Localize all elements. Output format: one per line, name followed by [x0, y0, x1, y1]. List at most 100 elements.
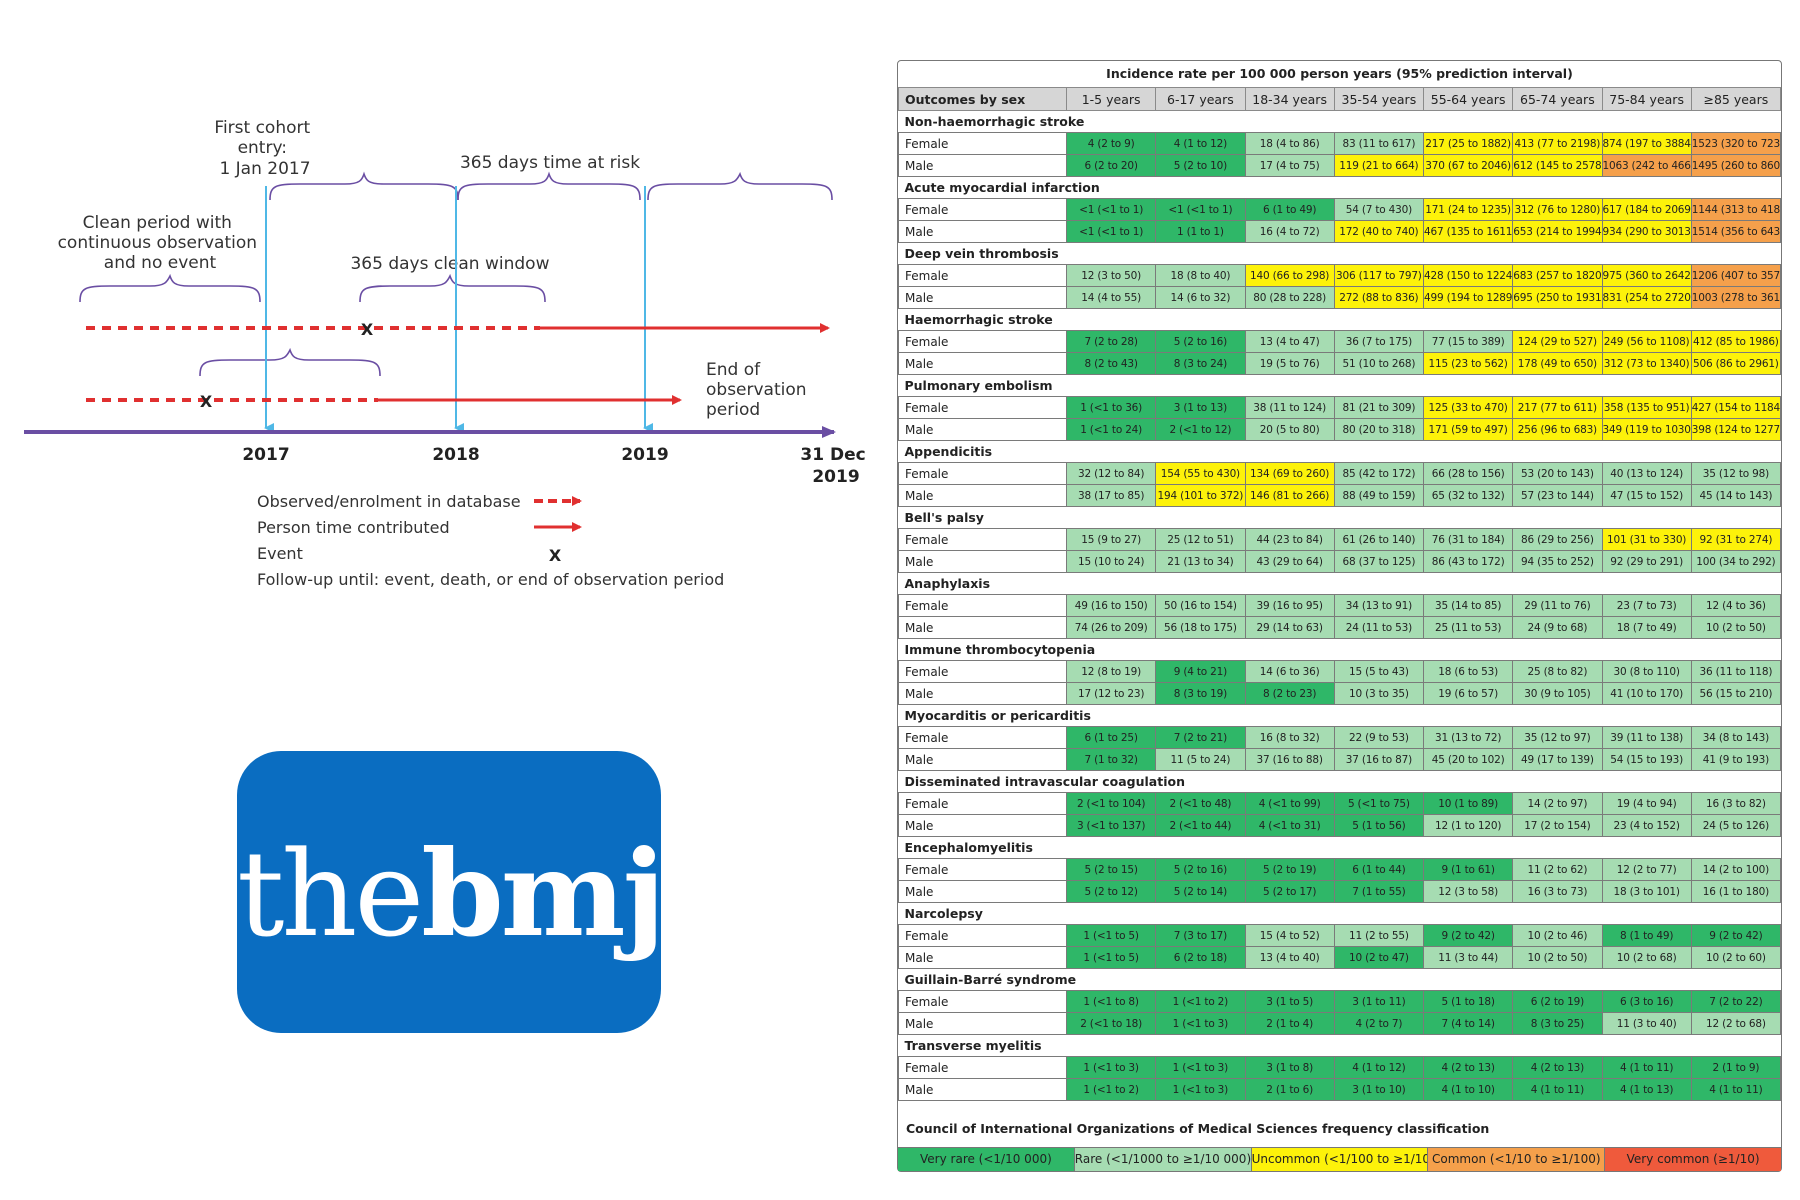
incidence-cell: 88 (49 to 159): [1333, 484, 1425, 507]
sex-label: Male: [898, 352, 1067, 375]
incidence-cell: 8 (1 to 49): [1601, 924, 1692, 947]
table-row: Male 17 (12 to 23) 8 (3 to 19) 8 (2 to 23) 1…: [898, 682, 1782, 705]
incidence-cell: 831 (254 to 2720): [1601, 286, 1692, 309]
table-row: Male 5 (2 to 12) 5 (2 to 14) 5 (2 to 17) 7 (…: [898, 880, 1782, 903]
incidence-table: Outcomes by sex 1-5 years 6-17 years 18-34 …: [898, 87, 1782, 1101]
incidence-cell: 119 (21 to 664): [1333, 154, 1425, 177]
bmj-logo-text: thebmj: [237, 829, 665, 960]
study-design-diagram: First cohort entry: 1 Jan 2017 365 days …: [24, 118, 866, 589]
incidence-cell: 74 (26 to 209): [1065, 616, 1157, 639]
table-row: Male 74 (26 to 209) 56 (18 to 175) 29 (14 t…: [898, 616, 1782, 639]
incidence-cell: 15 (4 to 52): [1244, 924, 1335, 947]
incidence-cell: 29 (11 to 76): [1512, 594, 1603, 617]
incidence-cell: 66 (28 to 156): [1422, 462, 1514, 485]
table-row: Male 1 (<1 to 2) 1 (<1 to 3) 2 (1 to 6) 3 (1…: [898, 1078, 1782, 1101]
table-row: Male 1 (<1 to 5) 6 (2 to 18) 13 (4 to 40) 10…: [898, 946, 1782, 969]
incidence-cell: 146 (81 to 266): [1244, 484, 1335, 507]
incidence-cell: 30 (9 to 105): [1512, 682, 1603, 705]
incidence-cell: <1 (<1 to 1): [1065, 198, 1157, 221]
sex-label: Female: [898, 660, 1067, 683]
incidence-cell: 11 (3 to 44): [1422, 946, 1514, 969]
sex-label: Male: [898, 550, 1067, 573]
legend-item: Common (<1/10 to ≥1/100): [1428, 1148, 1606, 1171]
incidence-cell: 13 (4 to 40): [1244, 946, 1335, 969]
incidence-cell: 2 (<1 to 104): [1065, 792, 1157, 815]
incidence-cell: 68 (37 to 125): [1333, 550, 1425, 573]
incidence-cell: 14 (4 to 55): [1065, 286, 1157, 309]
incidence-cell: 25 (11 to 53): [1422, 616, 1514, 639]
incidence-cell: 4 (1 to 11): [1512, 1078, 1603, 1101]
sex-label: Female: [898, 990, 1067, 1013]
sex-label: Female: [898, 198, 1067, 221]
column-header-age: 55-64 years: [1422, 87, 1514, 111]
incidence-cell: 100 (34 to 292): [1690, 550, 1782, 573]
incidence-cell: 14 (6 to 36): [1244, 660, 1335, 683]
outcome-row: Non-haemorrhagic stroke: [899, 111, 1781, 133]
incidence-cell: 12 (2 to 68): [1690, 1012, 1782, 1035]
outcome-name: Encephalomyelitis: [904, 840, 1033, 855]
sex-label: Male: [898, 814, 1067, 837]
incidence-cell: 54 (15 to 193): [1601, 748, 1692, 771]
incidence-cell: 14 (2 to 100): [1690, 858, 1782, 881]
sex-label: Male: [898, 748, 1067, 771]
incidence-cell: 9 (1 to 61): [1422, 858, 1514, 881]
clean-window-label: 365 days clean window: [350, 254, 549, 274]
outcome-row: Deep vein thrombosis: [899, 243, 1781, 265]
incidence-cell: 975 (360 to 2642): [1601, 264, 1692, 287]
outcome-row: Acute myocardial infarction: [899, 177, 1781, 199]
table-row: Female 5 (2 to 15) 5 (2 to 16) 5 (2 to 19) 6…: [898, 858, 1782, 881]
incidence-cell: 612 (145 to 2578): [1512, 154, 1603, 177]
table-row: Female 4 (2 to 9) 4 (1 to 12) 18 (4 to 86) 8…: [898, 132, 1782, 155]
sex-label: Male: [898, 220, 1067, 243]
table-row: Male 14 (4 to 55) 14 (6 to 32) 80 (28 to 22…: [898, 286, 1782, 309]
incidence-cell: 80 (28 to 228): [1244, 286, 1335, 309]
incidence-cell: 45 (14 to 143): [1690, 484, 1782, 507]
incidence-cell: 7 (3 to 17): [1155, 924, 1246, 947]
incidence-cell: 34 (13 to 91): [1333, 594, 1425, 617]
outcome-row: Transverse myelitis: [899, 1035, 1781, 1057]
incidence-cell: <1 (<1 to 1): [1155, 198, 1246, 221]
incidence-cell: 1 (<1 to 5): [1065, 924, 1157, 947]
incidence-table-panel: Incidence rate per 100 000 person years …: [897, 60, 1782, 1172]
incidence-cell: 15 (9 to 27): [1065, 528, 1157, 551]
incidence-cell: 45 (20 to 102): [1422, 748, 1514, 771]
incidence-cell: 2 (1 to 6): [1244, 1078, 1335, 1101]
incidence-cell: 5 (2 to 15): [1065, 858, 1157, 881]
table-row: Female 49 (16 to 150) 50 (16 to 154) 39 (16…: [898, 594, 1782, 617]
incidence-cell: 2 (<1 to 18): [1065, 1012, 1157, 1035]
incidence-cell: 56 (18 to 175): [1155, 616, 1246, 639]
incidence-cell: 101 (31 to 330): [1601, 528, 1692, 551]
incidence-cell: 86 (29 to 256): [1512, 528, 1603, 551]
year-2019-label: 2019: [621, 445, 668, 465]
outcome-name: Non-haemorrhagic stroke: [904, 114, 1085, 129]
incidence-cell: 16 (1 to 180): [1690, 880, 1782, 903]
incidence-cell: 53 (20 to 143): [1512, 462, 1603, 485]
sex-label: Female: [898, 924, 1067, 947]
incidence-cell: 4 (1 to 11): [1601, 1056, 1692, 1079]
incidence-cell: 65 (32 to 132): [1422, 484, 1514, 507]
incidence-cell: 12 (8 to 19): [1065, 660, 1157, 683]
incidence-cell: 17 (4 to 75): [1244, 154, 1335, 177]
incidence-cell: 15 (10 to 24): [1065, 550, 1157, 573]
outcome-row: Disseminated intravascular coagulation: [899, 771, 1781, 793]
incidence-cell: 54 (7 to 430): [1333, 198, 1425, 221]
outcome-name: Pulmonary embolism: [904, 378, 1053, 393]
incidence-cell: 5 (1 to 56): [1333, 814, 1425, 837]
incidence-cell: 25 (12 to 51): [1155, 528, 1246, 551]
legend-follow-up-label: Follow-up until: event, death, or end of…: [257, 570, 724, 589]
incidence-cell: 49 (16 to 150): [1065, 594, 1157, 617]
incidence-cell: 5 (1 to 18): [1422, 990, 1514, 1013]
table-row: Male 1 (<1 to 24) 2 (<1 to 12) 20 (5 to 80)…: [898, 418, 1782, 441]
incidence-cell: 398 (124 to 1277): [1690, 418, 1782, 441]
incidence-cell: 86 (43 to 172): [1422, 550, 1514, 573]
year-markers: [264, 186, 653, 433]
table-row: Female 12 (3 to 50) 18 (8 to 40) 140 (66 to…: [898, 264, 1782, 287]
incidence-cell: 17 (2 to 154): [1512, 814, 1603, 837]
table-row: Male 7 (1 to 32) 11 (5 to 24) 37 (16 to 88)…: [898, 748, 1782, 771]
incidence-cell: 134 (69 to 260): [1244, 462, 1335, 485]
table-row: Male 8 (2 to 43) 8 (3 to 24) 19 (5 to 76) 51…: [898, 352, 1782, 375]
incidence-cell: 16 (4 to 72): [1244, 220, 1335, 243]
incidence-cell: 506 (86 to 2961): [1690, 352, 1782, 375]
incidence-cell: 427 (154 to 1184): [1690, 396, 1782, 419]
incidence-cell: 256 (96 to 683): [1512, 418, 1603, 441]
